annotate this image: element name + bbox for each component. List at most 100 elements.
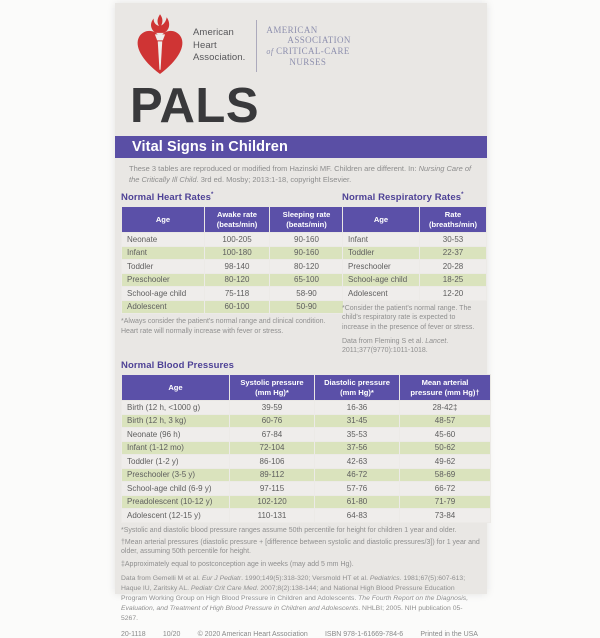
- table-row: Adolescent (12-15 y) 110-131 64-83 73-84: [121, 508, 491, 523]
- age-cell: School-age child: [342, 272, 420, 288]
- text-segment: Data from Fleming S et al.: [342, 337, 426, 345]
- logo-divider: [256, 20, 258, 72]
- column-header-awake-rate: Awake rate (beats/min): [204, 206, 270, 234]
- value-cell: 18-25: [419, 272, 487, 288]
- value-cell: 58-69: [399, 467, 491, 483]
- text-segment: . 1981;67(5):607-613; Haque IU, Zaritsky…: [121, 575, 466, 593]
- table-row: Adolescent 12-20: [342, 286, 487, 301]
- italic-text-segment: Eur J Pediatr: [201, 575, 242, 583]
- text-segment: These 3 tables are reproduced or modifie…: [129, 164, 419, 173]
- value-cell: 100-205: [204, 232, 270, 247]
- column-header-systolic: Systolic pressure (mm Hg)*: [229, 374, 315, 402]
- bp-footnote-systolic-diastolic: *Systolic and diastolic blood pressure r…: [121, 526, 457, 534]
- value-cell: 80-120: [204, 272, 270, 288]
- table-row: Neonate (96 h) 67-84 35-53 45-60: [121, 427, 491, 442]
- value-cell: 64-83: [314, 508, 400, 523]
- table-header-row: Age Rate (breaths/min): [342, 206, 487, 234]
- table-row: School-age child 18-25: [342, 272, 487, 288]
- heart-rates-table: Age Awake rate (beats/min) Sleeping rate…: [121, 206, 344, 315]
- value-cell: 60-76: [229, 413, 315, 429]
- table-header-row: Age Awake rate (beats/min) Sleeping rate…: [121, 206, 344, 234]
- value-cell: 58-90: [269, 286, 344, 301]
- aacn-logo-wordmark: AMERICAN ASSOCIATION of CRITICAL-CARE NU…: [266, 25, 350, 67]
- value-cell: 61-80: [314, 494, 400, 510]
- pals-reference-card: American Heart Association. AMERICAN ASS…: [115, 3, 491, 638]
- respiratory-rates-table: Age Rate (breaths/min) Infant 30-53 Toddle…: [342, 206, 487, 301]
- column-header-rate: Rate (breaths/min): [419, 206, 487, 234]
- age-cell: Birth (12 h, 3 kg): [121, 413, 230, 429]
- product-number: 20-1118: [121, 630, 146, 638]
- value-cell: 31-45: [314, 413, 400, 429]
- italic-text-segment: Pediatrics: [369, 575, 400, 583]
- age-cell: School-age child (6-9 y): [121, 481, 230, 496]
- age-cell: Infant: [342, 232, 420, 247]
- table-row: Preadolescent (10-12 y) 102-120 61-80 71-79: [121, 494, 491, 510]
- table-row: School-age child 75-118 58-90: [121, 286, 344, 301]
- text-segment: . 2011;377(9770):1011-1018.: [342, 337, 449, 355]
- blood-pressures-references: Data from Gemelli M et al. Eur J Pediatr…: [115, 574, 487, 623]
- value-cell: 50-62: [399, 440, 491, 456]
- value-cell: 90-160: [269, 232, 344, 247]
- aha-logo-wordmark: American Heart Association.: [193, 27, 246, 64]
- bp-footnote-postconception: ‡Approximately equal to postconception a…: [121, 560, 354, 568]
- age-cell: Preadolescent (10-12 y): [121, 494, 230, 510]
- table-row: Neonate 100-205 90-160: [121, 232, 344, 247]
- age-cell: Adolescent (12-15 y): [121, 508, 230, 523]
- age-cell: School-age child: [121, 286, 205, 301]
- age-cell: Infant (1-12 mo): [121, 440, 230, 456]
- text-segment: . 2007;8(2):138-144; and National High B…: [121, 585, 455, 603]
- value-cell: 71-79: [399, 494, 491, 510]
- card-banner-title: Vital Signs in Children: [115, 136, 487, 158]
- table-row: Preschooler (3-5 y) 89-112 46-72 58-69: [121, 467, 491, 483]
- heart-rates-section: Normal Heart Rates* Age Awake rate (beat…: [121, 187, 344, 336]
- table-row: Preschooler 20-28: [342, 259, 487, 274]
- print-date: 10/20: [162, 630, 181, 638]
- age-cell: Toddler (1-2 y): [121, 454, 230, 469]
- isbn: ISBN 978-1-61669-784-6: [324, 630, 404, 638]
- value-cell: 30-53: [419, 232, 487, 247]
- table-row: Toddler 98-140 80-120: [121, 259, 344, 274]
- value-cell: 67-84: [229, 427, 315, 442]
- respiratory-rates-section: Normal Respiratory Rates* Age Rate (brea…: [342, 187, 487, 355]
- age-cell: Birth (12 h, <1000 g): [121, 400, 230, 415]
- heart-rates-title: Normal Heart Rates*: [121, 192, 214, 204]
- aacn-line: ASSOCIATION: [287, 35, 351, 46]
- value-cell: 60-100: [204, 299, 270, 315]
- value-cell: 98-140: [204, 259, 270, 274]
- table-row: Toddler (1-2 y) 86-106 42-63 49-62: [121, 454, 491, 469]
- value-cell: 50-90: [269, 299, 344, 315]
- value-cell: 49-62: [399, 454, 491, 469]
- value-cell: 42-63: [314, 454, 400, 469]
- copyright: © 2020 American Heart Association: [197, 630, 308, 638]
- blood-pressures-footnotes: *Systolic and diastolic blood pressure r…: [121, 526, 480, 570]
- column-header-sleeping-rate: Sleeping rate (beats/min): [269, 206, 344, 234]
- value-cell: 73-84: [399, 508, 491, 523]
- aacn-line-text: CRITICAL-CARE: [276, 46, 350, 56]
- blood-pressures-table: Age Systolic pressure (mm Hg)* Diastolic…: [121, 374, 491, 523]
- value-cell: 72-104: [229, 440, 315, 456]
- column-header-age: Age: [342, 206, 420, 234]
- italic-text-segment: Lancet: [425, 337, 447, 345]
- respiratory-rates-title: Normal Respiratory Rates*: [342, 192, 464, 204]
- table-row: Birth (12 h, 3 kg) 60-76 31-45 48-57: [121, 413, 491, 429]
- age-cell: Neonate: [121, 232, 205, 247]
- value-cell: 16-36: [314, 400, 400, 415]
- value-cell: 90-160: [269, 245, 344, 261]
- age-cell: Preschooler: [121, 272, 205, 288]
- footnote-marker: *: [210, 192, 214, 198]
- text-segment: . 1990;149(5):318-320; Versmold HT et al…: [241, 575, 370, 583]
- value-cell: 46-72: [314, 467, 400, 483]
- intro-attribution-text: These 3 tables are reproduced or modifie…: [115, 158, 487, 187]
- value-cell: 48-57: [399, 413, 491, 429]
- table-row: Toddler 22-37: [342, 245, 487, 261]
- table-row: Infant (1-12 mo) 72-104 37-56 50-62: [121, 440, 491, 456]
- value-cell: 110-131: [229, 508, 315, 523]
- printed-in: Printed in the USA: [420, 630, 478, 638]
- bp-footnote-mean-arterial: †Mean arterial pressures (diastolic pres…: [121, 539, 480, 556]
- value-cell: 102-120: [229, 494, 315, 510]
- value-cell: 66-72: [399, 481, 491, 496]
- column-header-age: Age: [121, 374, 230, 402]
- american-heart-association-heart-torch-icon: [137, 14, 183, 75]
- table-row: Birth (12 h, <1000 g) 39-59 16-36 28-42‡: [121, 400, 491, 415]
- text-segment: Data from Gemelli M et al.: [121, 575, 202, 583]
